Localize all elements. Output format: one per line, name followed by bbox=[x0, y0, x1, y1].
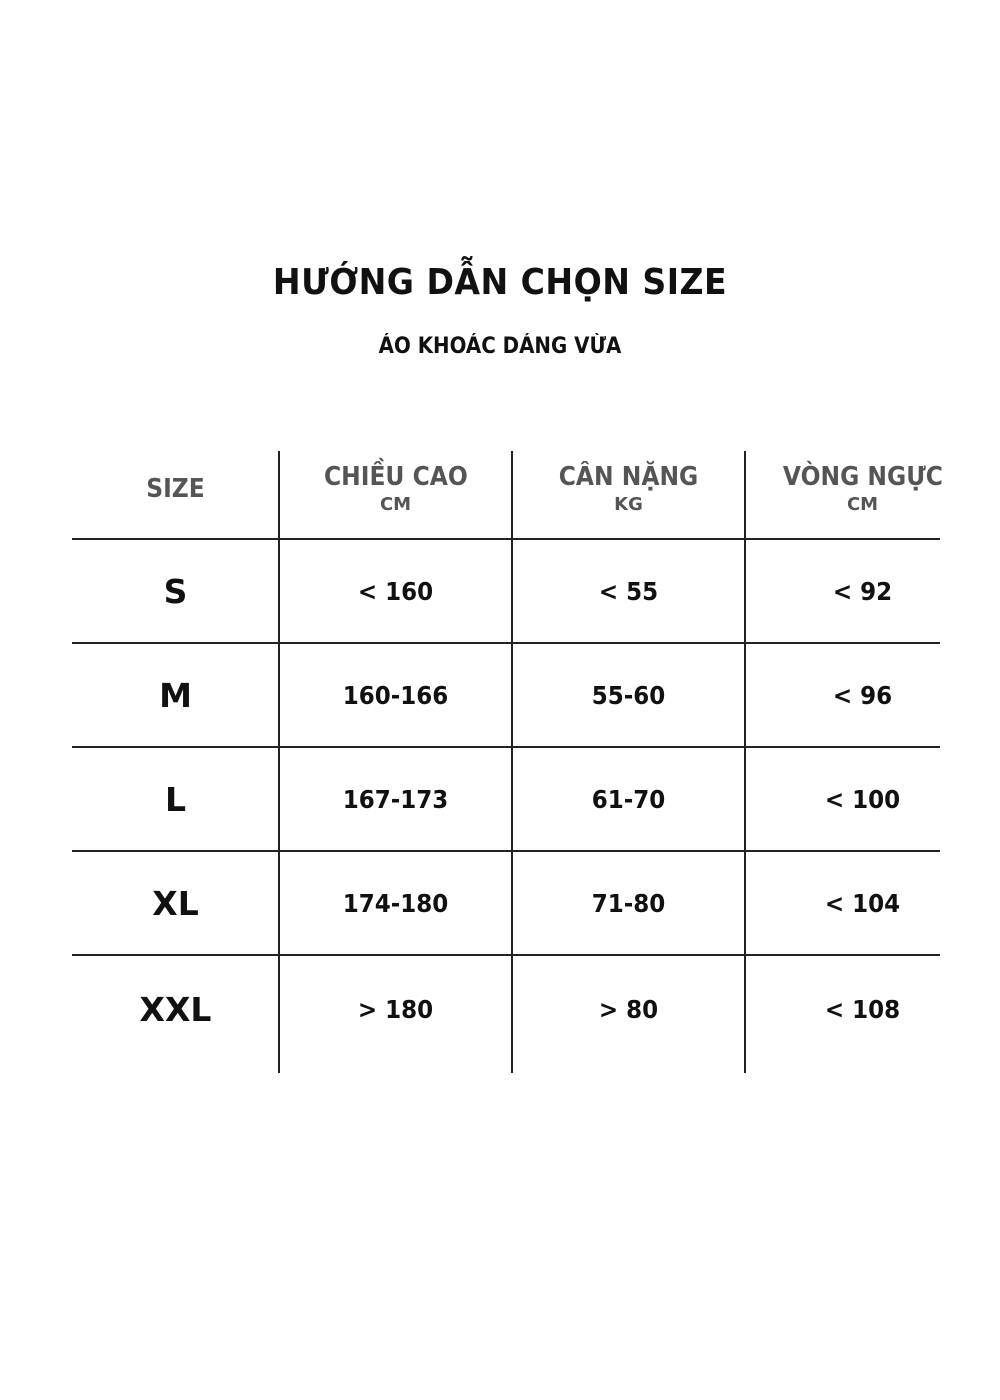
table-cell: 61-70 bbox=[591, 784, 666, 814]
column-header-unit: KG bbox=[614, 494, 643, 515]
table-cell: < 96 bbox=[832, 680, 893, 710]
column-header: VÒNG NGỰC CM bbox=[745, 451, 980, 527]
row-divider bbox=[72, 850, 940, 852]
table-cell: < 104 bbox=[824, 888, 901, 918]
page-title: HƯỚNG DẪN CHỌN SIZE bbox=[272, 262, 728, 303]
table-cell: < 160 bbox=[357, 576, 434, 606]
size-label: XL bbox=[152, 883, 199, 923]
table-cell: > 80 bbox=[598, 994, 659, 1024]
column-header-label: SIZE bbox=[146, 474, 205, 504]
size-label: S bbox=[163, 571, 188, 611]
table-cell: < 92 bbox=[832, 576, 893, 606]
size-label: XXL bbox=[139, 989, 212, 1029]
page-subtitle: ÁO KHOÁC DÁNG VỪA bbox=[378, 334, 622, 359]
row-divider bbox=[72, 642, 940, 644]
table-cell: < 55 bbox=[598, 576, 659, 606]
column-header: CHIỀU CAO CM bbox=[279, 451, 512, 527]
column-header-label: CÂN NẶNG bbox=[558, 462, 699, 492]
column-divider bbox=[511, 451, 513, 1073]
table-cell: 174-180 bbox=[342, 888, 449, 918]
table-cell: < 100 bbox=[824, 784, 901, 814]
column-header: SIZE bbox=[72, 451, 279, 527]
table-cell: > 180 bbox=[357, 994, 434, 1024]
column-divider bbox=[744, 451, 746, 1073]
row-divider bbox=[72, 746, 940, 748]
table-cell: 160-166 bbox=[342, 680, 449, 710]
size-label: M bbox=[159, 675, 192, 715]
column-header: CÂN NẶNG KG bbox=[512, 451, 745, 527]
column-header-label: CHIỀU CAO bbox=[323, 462, 468, 492]
table-cell: < 108 bbox=[824, 994, 901, 1024]
column-header-unit: CM bbox=[846, 494, 879, 515]
row-divider bbox=[72, 954, 940, 956]
table-cell: 167-173 bbox=[342, 784, 449, 814]
row-divider bbox=[72, 538, 940, 540]
column-header-unit: CM bbox=[379, 494, 412, 515]
table-cell: 71-80 bbox=[591, 888, 666, 918]
column-divider bbox=[278, 451, 280, 1073]
table-cell: 55-60 bbox=[591, 680, 666, 710]
column-header-label: VÒNG NGỰC bbox=[782, 462, 943, 492]
size-label: L bbox=[164, 779, 187, 819]
